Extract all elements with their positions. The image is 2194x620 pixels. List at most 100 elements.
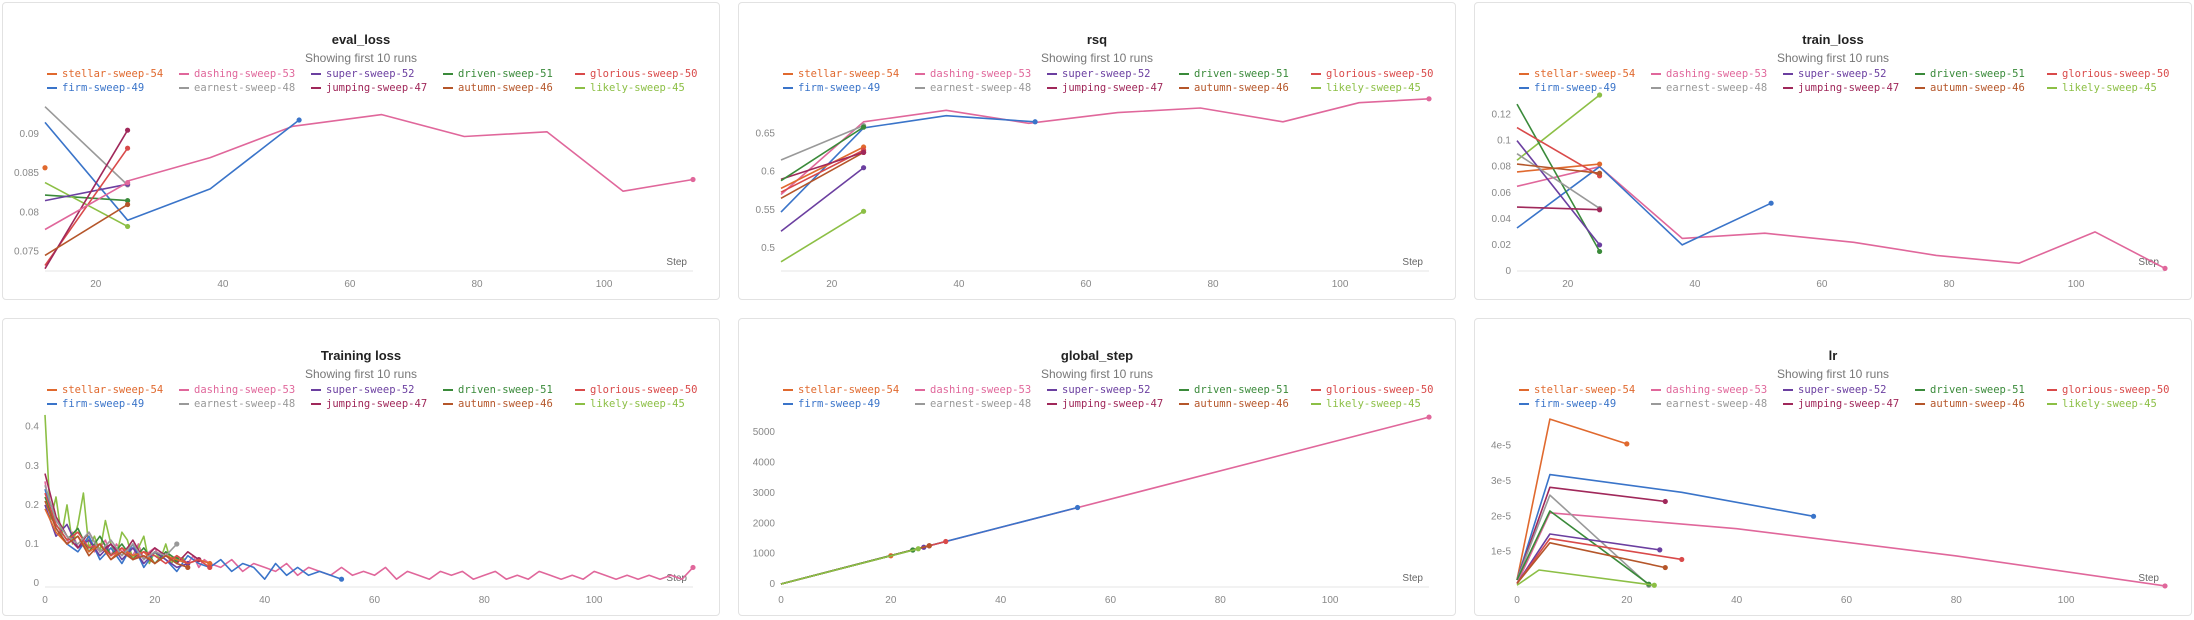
legend-item-driven-sweep-51[interactable]: driven-sweep-51: [443, 383, 575, 397]
legend-swatch: [1783, 87, 1793, 89]
legend-item-super-sweep-52[interactable]: super-sweep-52: [1047, 383, 1179, 397]
legend-item-driven-sweep-51[interactable]: driven-sweep-51: [443, 67, 575, 81]
legend-item-driven-sweep-51[interactable]: driven-sweep-51: [1179, 383, 1311, 397]
legend-item-super-sweep-52[interactable]: super-sweep-52: [311, 67, 443, 81]
y-tick-label: 0.085: [14, 168, 39, 179]
legend-item-jumping-sweep-47[interactable]: jumping-sweep-47: [1047, 81, 1179, 95]
rsq-chart[interactable]: 0.5 0.55 0.6 0.65 20 40 60 80 100 Step: [739, 3, 1457, 301]
legend-label: firm-sweep-49: [62, 398, 145, 410]
legend-item-glorious-sweep-50[interactable]: glorious-sweep-50: [2047, 67, 2179, 81]
legend-label: earnest-sweep-48: [930, 398, 1032, 410]
legend-item-jumping-sweep-47[interactable]: jumping-sweep-47: [311, 397, 443, 411]
legend-item-super-sweep-52[interactable]: super-sweep-52: [1047, 67, 1179, 81]
lr-chart[interactable]: 1e-5 2e-5 3e-5 4e-5 0 20 40 60 80 100 Step: [1475, 319, 2193, 617]
series-line-firm-sweep-49: [780, 114, 1036, 213]
legend-item-earnest-sweep-48[interactable]: earnest-sweep-48: [179, 81, 311, 95]
series-end-point-likely-sweep-45: [124, 223, 131, 230]
legend-item-likely-sweep-45[interactable]: likely-sweep-45: [575, 397, 707, 411]
legend-item-super-sweep-52[interactable]: super-sweep-52: [311, 383, 443, 397]
legend-swatch: [1651, 73, 1661, 75]
x-tick-label: 0: [1514, 595, 1520, 606]
legend-item-firm-sweep-49[interactable]: firm-sweep-49: [1519, 81, 1651, 95]
legend-item-stellar-sweep-54[interactable]: stellar-sweep-54: [47, 383, 179, 397]
legend-item-glorious-sweep-50[interactable]: glorious-sweep-50: [1311, 383, 1443, 397]
legend-item-autumn-sweep-46[interactable]: autumn-sweep-46: [1179, 397, 1311, 411]
series-end-point-glorious-sweep-50: [207, 564, 213, 571]
legend-swatch: [311, 389, 321, 391]
series-end-point-jumping-sweep-47: [1596, 207, 1603, 213]
legend-swatch: [47, 73, 57, 75]
legend-swatch: [1519, 87, 1529, 89]
legend-item-glorious-sweep-50[interactable]: glorious-sweep-50: [575, 383, 707, 397]
legend-item-dashing-sweep-53[interactable]: dashing-sweep-53: [915, 383, 1047, 397]
legend-item-stellar-sweep-54[interactable]: stellar-sweep-54: [1519, 67, 1651, 81]
series-line-glorious-sweep-50: [1516, 537, 1682, 584]
legend-item-dashing-sweep-53[interactable]: dashing-sweep-53: [1651, 383, 1783, 397]
series-line-dashing-sweep-53: [1516, 165, 2166, 270]
legend-item-jumping-sweep-47[interactable]: jumping-sweep-47: [1047, 397, 1179, 411]
chart-subtitle: Showing first 10 runs: [304, 51, 418, 65]
legend-item-firm-sweep-49[interactable]: firm-sweep-49: [783, 81, 915, 95]
legend-item-glorious-sweep-50[interactable]: glorious-sweep-50: [2047, 383, 2179, 397]
x-axis-label: Step: [666, 573, 687, 584]
legend-item-stellar-sweep-54[interactable]: stellar-sweep-54: [783, 383, 915, 397]
legend-swatch: [443, 87, 453, 89]
legend-item-firm-sweep-49[interactable]: firm-sweep-49: [47, 81, 179, 95]
legend-item-dashing-sweep-53[interactable]: dashing-sweep-53: [915, 67, 1047, 81]
legend-item-firm-sweep-49[interactable]: firm-sweep-49: [47, 397, 179, 411]
legend-item-likely-sweep-45[interactable]: likely-sweep-45: [575, 81, 707, 95]
legend-item-earnest-sweep-48[interactable]: earnest-sweep-48: [1651, 81, 1783, 95]
legend-item-glorious-sweep-50[interactable]: glorious-sweep-50: [1311, 67, 1443, 81]
y-tick-label: 5000: [753, 427, 776, 438]
series-line-earnest-sweep-48: [1516, 153, 1601, 210]
training-loss-chart[interactable]: 0 0.1 0.2 0.3 0.4 0 20 40 60 80 100 Step: [3, 319, 721, 617]
series-line-jumping-sweep-47: [1516, 206, 1600, 211]
global-step-chart[interactable]: 0 1000 2000 3000 4000 5000 0 20 40 60 80 100 Step: [739, 319, 1457, 617]
legend-item-likely-sweep-45[interactable]: likely-sweep-45: [1311, 81, 1443, 95]
train-loss-chart[interactable]: 0 0.02 0.04 0.06 0.08 0.1 0.12 20 40 60 80 100 Step: [1475, 3, 2193, 301]
legend-item-driven-sweep-51[interactable]: driven-sweep-51: [1915, 383, 2047, 397]
legend-item-earnest-sweep-48[interactable]: earnest-sweep-48: [179, 397, 311, 411]
legend-item-jumping-sweep-47[interactable]: jumping-sweep-47: [311, 81, 443, 95]
legend-swatch: [1915, 403, 1925, 405]
legend-item-earnest-sweep-48[interactable]: earnest-sweep-48: [915, 397, 1047, 411]
x-tick-label: 100: [596, 279, 613, 290]
legend-item-super-sweep-52[interactable]: super-sweep-52: [1783, 383, 1915, 397]
eval-loss-chart[interactable]: 0.075 0.08 0.085 0.09 20 40 60 80 100 Step: [3, 3, 721, 301]
legend-item-earnest-sweep-48[interactable]: earnest-sweep-48: [915, 81, 1047, 95]
legend-item-stellar-sweep-54[interactable]: stellar-sweep-54: [1519, 383, 1651, 397]
x-tick-label: 80: [1943, 279, 1955, 290]
legend-label: driven-sweep-51: [1194, 68, 1289, 80]
legend-label: autumn-sweep-46: [1194, 398, 1289, 410]
legend-item-dashing-sweep-53[interactable]: dashing-sweep-53: [1651, 67, 1783, 81]
legend-item-firm-sweep-49[interactable]: firm-sweep-49: [1519, 397, 1651, 411]
y-tick-label: 0.4: [25, 422, 39, 433]
legend-item-autumn-sweep-46[interactable]: autumn-sweep-46: [1179, 81, 1311, 95]
legend-item-glorious-sweep-50[interactable]: glorious-sweep-50: [575, 67, 707, 81]
legend-item-dashing-sweep-53[interactable]: dashing-sweep-53: [179, 383, 311, 397]
legend-item-likely-sweep-45[interactable]: likely-sweep-45: [2047, 81, 2179, 95]
x-tick-label: 40: [953, 279, 965, 290]
legend-item-stellar-sweep-54[interactable]: stellar-sweep-54: [47, 67, 179, 81]
legend-item-dashing-sweep-53[interactable]: dashing-sweep-53: [179, 67, 311, 81]
legend-item-autumn-sweep-46[interactable]: autumn-sweep-46: [443, 397, 575, 411]
legend-item-driven-sweep-51[interactable]: driven-sweep-51: [1915, 67, 2047, 81]
legend-item-likely-sweep-45[interactable]: likely-sweep-45: [2047, 397, 2179, 411]
y-tick-label: 1000: [753, 549, 776, 560]
legend-item-driven-sweep-51[interactable]: driven-sweep-51: [1179, 67, 1311, 81]
legend-item-autumn-sweep-46[interactable]: autumn-sweep-46: [1915, 397, 2047, 411]
legend-label: glorious-sweep-50: [2062, 384, 2170, 396]
legend-item-likely-sweep-45[interactable]: likely-sweep-45: [1311, 397, 1443, 411]
x-tick-label: 80: [471, 279, 483, 290]
legend-item-autumn-sweep-46[interactable]: autumn-sweep-46: [1915, 81, 2047, 95]
legend-item-super-sweep-52[interactable]: super-sweep-52: [1783, 67, 1915, 81]
legend-item-autumn-sweep-46[interactable]: autumn-sweep-46: [443, 81, 575, 95]
legend-item-jumping-sweep-47[interactable]: jumping-sweep-47: [1783, 81, 1915, 95]
legend-item-jumping-sweep-47[interactable]: jumping-sweep-47: [1783, 397, 1915, 411]
legend-label: dashing-sweep-53: [930, 68, 1032, 80]
legend-label: likely-sweep-45: [2062, 82, 2157, 94]
legend-item-stellar-sweep-54[interactable]: stellar-sweep-54: [783, 67, 915, 81]
legend-item-firm-sweep-49[interactable]: firm-sweep-49: [783, 397, 915, 411]
legend-item-earnest-sweep-48[interactable]: earnest-sweep-48: [1651, 397, 1783, 411]
legend-label: firm-sweep-49: [798, 82, 881, 94]
